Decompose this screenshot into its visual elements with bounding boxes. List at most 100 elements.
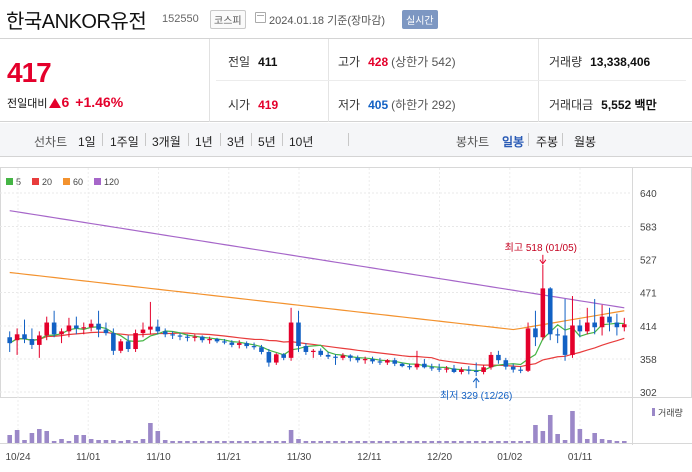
- volume-bar: [540, 431, 546, 443]
- candle-body: [370, 359, 375, 362]
- candle-body: [533, 328, 538, 338]
- realtime-button[interactable]: 실시간: [402, 10, 438, 29]
- candle-body: [162, 331, 168, 335]
- candle-body: [266, 351, 272, 363]
- x-tick-label: 11/30: [287, 452, 312, 463]
- candle-body: [125, 341, 131, 350]
- volume-bar: [414, 441, 420, 443]
- min-arrow-head: [472, 377, 480, 383]
- candle-body: [503, 360, 509, 367]
- candle-body: [140, 329, 146, 334]
- volume-bar: [496, 441, 501, 443]
- volume-bar: [59, 439, 64, 443]
- candle-body: [385, 360, 390, 363]
- price-box: 417 전일대비 6 +1.46%: [0, 39, 210, 122]
- volume-bar: [281, 441, 286, 443]
- candle-body: [518, 369, 523, 371]
- legend-ma120-label: 120: [104, 177, 120, 187]
- volume-bar: [333, 441, 338, 443]
- candle-body: [303, 346, 309, 352]
- legend-ma20: 20: [32, 177, 52, 187]
- x-tick-label: 10/24: [5, 452, 30, 463]
- y-tick-label: 414: [640, 322, 657, 333]
- chart-frame: [0, 167, 692, 398]
- volume-bar: [251, 441, 257, 443]
- volume-bar: [607, 440, 612, 443]
- candle-body: [288, 322, 294, 358]
- legend-ma120: 120: [94, 177, 119, 187]
- volume-bar: [370, 441, 375, 443]
- volume-bar: [74, 435, 79, 443]
- x-tick-label: 11/21: [217, 452, 242, 463]
- candle-body: [118, 341, 124, 351]
- y-tick-label: 471: [640, 289, 657, 300]
- candle-body: [37, 335, 42, 345]
- volume-bar: [236, 441, 242, 443]
- volume-bar: [348, 441, 353, 443]
- candle-body: [177, 335, 183, 337]
- volume-bar: [199, 441, 205, 443]
- up-triangle-icon: [49, 98, 62, 108]
- quote-summary: 417 전일대비 6 +1.46% 전일 411 시가 419 고가 428 (상한가 54…: [0, 38, 692, 122]
- volume-bar: [622, 441, 627, 443]
- candle-body: [451, 368, 457, 372]
- candle-body: [244, 343, 249, 347]
- volume-bar: [103, 440, 109, 443]
- volume-bar: [422, 441, 427, 443]
- chart-toolbar: 선차트 1일 1주일 3개월 1년 3년 5년 10년 봉차트 일봉 주봉 월봉: [0, 123, 692, 157]
- y-tick-label: 583: [640, 223, 657, 234]
- candle-body: [525, 328, 531, 371]
- volume-bar: [340, 441, 346, 443]
- volume-legend-swatch: [652, 408, 655, 416]
- candle-body: [570, 325, 575, 355]
- volume-bar: [525, 441, 531, 443]
- volume-bar: [288, 430, 294, 443]
- candle-body: [66, 325, 72, 332]
- candle-monthly[interactable]: 월봉: [574, 135, 597, 149]
- period-3m[interactable]: 3개월: [152, 135, 181, 149]
- candle-body: [362, 359, 368, 361]
- period-10y[interactable]: 10년: [289, 135, 314, 149]
- candle-body: [192, 336, 198, 338]
- volume-bar: [318, 441, 323, 443]
- candle-body: [185, 336, 190, 338]
- quote-date: 2024.01.18 기준(장마감): [269, 12, 385, 28]
- candle-body: [399, 363, 405, 367]
- ma5-line: [9, 322, 625, 372]
- candle-body: [51, 322, 57, 335]
- period-5y[interactable]: 5년: [258, 135, 276, 149]
- volume-bar: [111, 440, 116, 443]
- period-1d[interactable]: 1일: [78, 135, 96, 149]
- ma120-line: [9, 210, 625, 309]
- candle-body: [392, 360, 398, 364]
- high-price: 고가 428 (상한가 542): [338, 53, 456, 70]
- volume-bar: [14, 430, 20, 443]
- calendar-icon: [255, 12, 266, 23]
- candle-body: [318, 350, 323, 355]
- y-tick-label: 358: [640, 355, 657, 366]
- candle-body: [555, 334, 560, 336]
- candle-body: [273, 354, 279, 363]
- candle-body: [103, 329, 109, 334]
- candle-weekly[interactable]: 주봉: [536, 135, 559, 149]
- period-1w[interactable]: 1주일: [110, 135, 139, 149]
- period-3y[interactable]: 3년: [227, 135, 245, 149]
- volume-bar: [459, 441, 464, 443]
- period-1y[interactable]: 1년: [195, 135, 213, 149]
- volume-bar: [88, 439, 94, 443]
- volume-bar: [177, 441, 183, 443]
- x-tick-label: 12/11: [357, 452, 382, 463]
- candle-body: [614, 322, 620, 328]
- candle-body: [510, 366, 516, 370]
- x-tick-label: 11/01: [76, 452, 101, 463]
- volume-value: 13,338,406: [590, 55, 651, 69]
- amount-label: 거래대금: [549, 98, 594, 112]
- candle-body: [199, 336, 205, 341]
- volume-bar: [377, 441, 383, 443]
- candle-daily[interactable]: 일봉: [502, 135, 525, 149]
- candle-body: [584, 322, 590, 332]
- candle-body: [429, 367, 435, 369]
- y-tick-label: 640: [640, 189, 657, 200]
- volume-label: 거래량: [658, 407, 683, 418]
